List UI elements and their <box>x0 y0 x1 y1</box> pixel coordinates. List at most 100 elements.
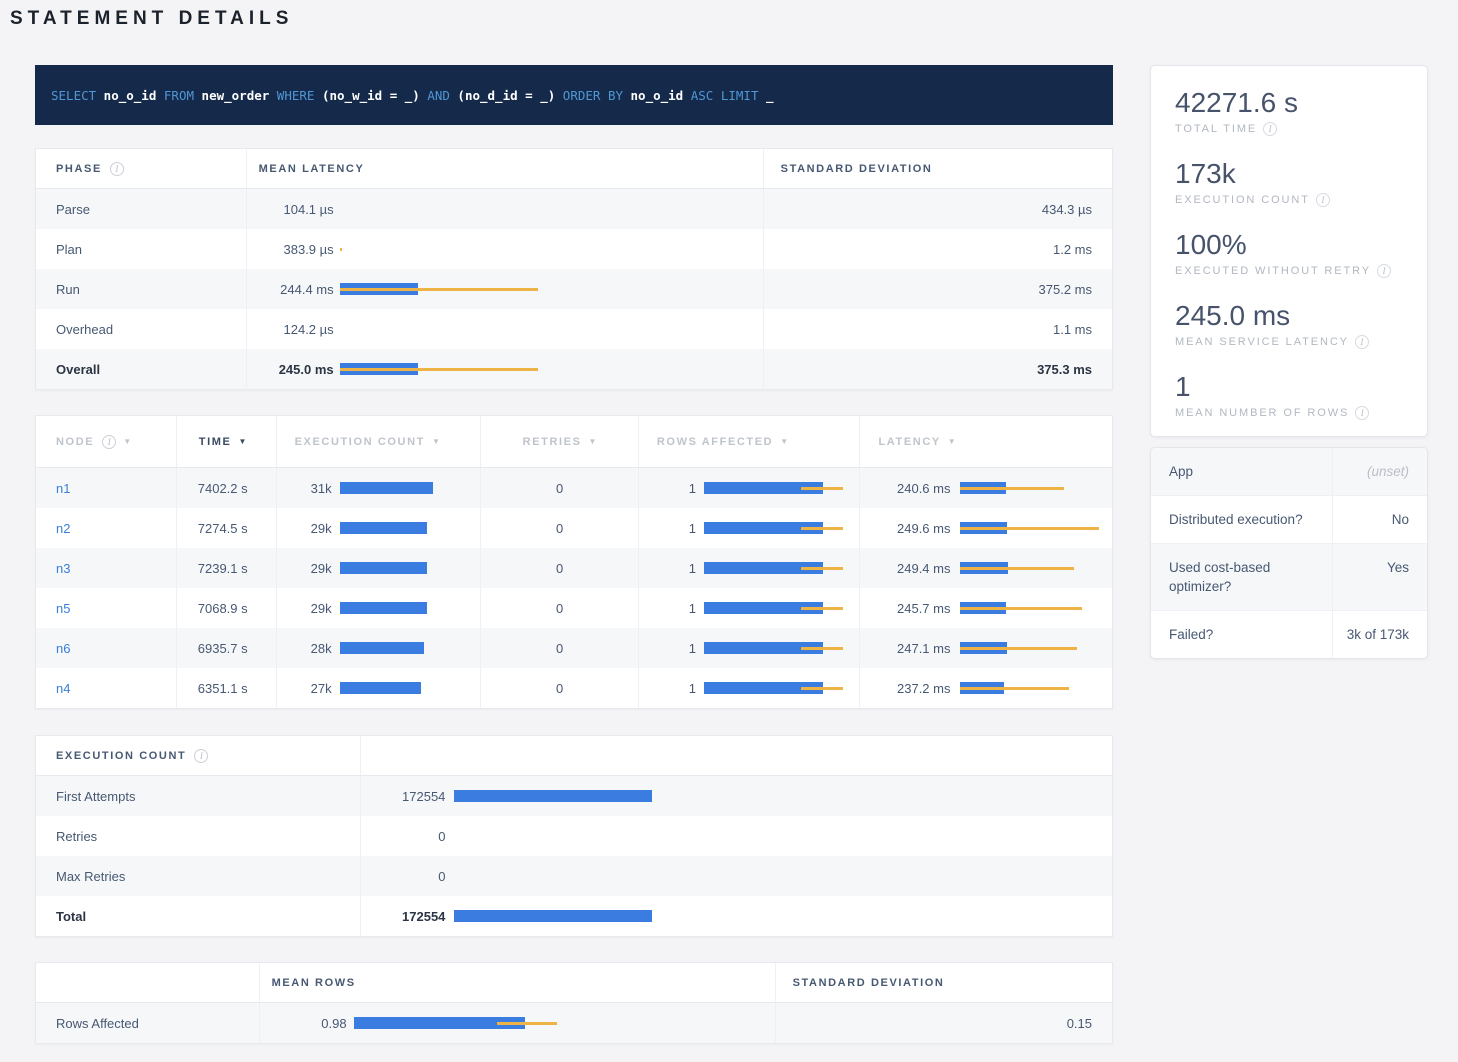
detail-label: Failed? <box>1151 611 1333 658</box>
node-row-n5: n5 7068.9 s 29k 0 1 245.7 ms <box>36 588 1112 628</box>
sort-arrow-icon[interactable]: ▼ <box>431 437 440 446</box>
info-icon[interactable] <box>1315 193 1330 207</box>
sql-identifier: (no_d_id = _) <box>449 87 556 103</box>
info-icon[interactable] <box>1354 335 1369 349</box>
rows-affected-cell: 1 <box>637 548 860 588</box>
sort-arrow-icon[interactable]: ▼ <box>588 437 597 446</box>
retries-column-header[interactable]: RETRIES ▼ <box>480 416 638 467</box>
latency-value: 240.6 ms <box>897 480 951 496</box>
latency-value: 245.7 ms <box>897 600 951 616</box>
sort-arrow-icon[interactable]: ▼ <box>780 437 789 446</box>
exec-count-value: 172554 <box>402 788 446 804</box>
stat-execution-count: 173k EXECUTION COUNT <box>1175 157 1403 207</box>
rows-affected-bar <box>703 682 846 694</box>
node-link[interactable]: n2 <box>56 520 71 536</box>
std-dev-value: 1.2 ms <box>762 229 1112 269</box>
std-dev-value: 375.2 ms <box>762 269 1112 309</box>
detail-label: Used cost-based optimizer? <box>1151 544 1333 610</box>
exec-row-label: Max Retries <box>56 868 126 884</box>
mean-latency-value: 383.9 µs <box>283 241 334 257</box>
node-link[interactable]: n4 <box>56 680 71 696</box>
time-value: 7402.2 s <box>175 468 276 508</box>
execution-count-bar <box>339 642 467 654</box>
latency-cell: 249.6 ms <box>859 508 1112 548</box>
time-column-label: TIME <box>198 435 232 448</box>
rows-affected-column-header[interactable]: ROWS AFFECTED ▼ <box>637 416 860 467</box>
phase-name: Overhead <box>56 321 114 337</box>
time-column-header[interactable]: TIME ▼ <box>175 416 276 467</box>
latency-bar <box>339 243 743 255</box>
execution-count-value: 28k <box>310 640 332 656</box>
exec-count-value: 0 <box>438 828 446 844</box>
info-icon[interactable] <box>109 161 124 176</box>
phase-row-run: Run 244.4 ms 375.2 ms <box>36 269 1112 309</box>
stat-label-text: MEAN SERVICE LATENCY <box>1175 336 1349 348</box>
rows-affected-cell: 1 <box>637 588 860 628</box>
retries-value: 0 <box>480 548 638 588</box>
exec-count-cell: 172554 <box>360 896 1112 936</box>
sort-arrow-icon[interactable]: ▼ <box>238 437 247 446</box>
mean-latency-column-label: MEAN LATENCY <box>258 162 365 175</box>
node-table: NODE ▼ TIME ▼ EXECUTION COUNT ▼ RETRIES … <box>35 415 1113 709</box>
stat-label-text: EXECUTED WITHOUT RETRY <box>1175 265 1372 277</box>
node-column-header[interactable]: NODE ▼ <box>36 416 176 467</box>
phase-table: PHASE MEAN LATENCY STANDARD DEVIATION Pa… <box>35 148 1113 390</box>
exec-count-value: 0 <box>438 868 446 884</box>
node-link[interactable]: n1 <box>56 480 71 496</box>
rows-affected-value: 1 <box>688 640 696 656</box>
sort-arrow-icon[interactable]: ▼ <box>123 437 132 446</box>
latency-value: 249.6 ms <box>897 520 951 536</box>
mean-latency-value: 244.4 ms <box>280 281 334 297</box>
mean-latency-value: 245.0 ms <box>278 361 334 377</box>
execution-count-column-header[interactable]: EXECUTION COUNT ▼ <box>275 416 481 467</box>
mean-latency-cell: 245.0 ms <box>245 349 763 389</box>
sort-arrow-icon[interactable]: ▼ <box>947 437 956 446</box>
stat-label: MEAN SERVICE LATENCY <box>1175 335 1403 349</box>
std-dev-value: 375.3 ms <box>762 349 1112 389</box>
std-dev-value: 0.15 <box>774 1003 1112 1043</box>
time-value: 6935.7 s <box>175 628 276 668</box>
std-dev-column-label: STANDARD DEVIATION <box>780 162 933 175</box>
sql-statement: SELECT no_o_id FROM new_order WHERE (no_… <box>35 65 1113 125</box>
execution-count-value: 29k <box>310 560 332 576</box>
node-link[interactable]: n6 <box>56 640 71 656</box>
phase-column-label: PHASE <box>56 162 102 175</box>
phase-name: Run <box>56 281 80 297</box>
stat-label: TOTAL TIME <box>1175 122 1403 136</box>
exec-count-cell: 0 <box>360 816 1112 856</box>
exec-row-label: First Attempts <box>56 788 136 804</box>
rows-affected-cell: 1 <box>637 508 860 548</box>
mean-rows-cell: 0.98 <box>258 1003 775 1043</box>
detail-label: App <box>1151 448 1333 495</box>
latency-cell: 245.7 ms <box>859 588 1112 628</box>
time-value: 6351.1 s <box>175 668 276 708</box>
execution-count-value: 27k <box>310 680 332 696</box>
info-icon[interactable] <box>194 748 209 763</box>
latency-column-header[interactable]: LATENCY ▼ <box>859 416 1112 467</box>
mean-latency-cell: 244.4 ms <box>245 269 763 309</box>
mean-latency-cell: 104.1 µs <box>245 189 763 229</box>
node-row-n3: n3 7239.1 s 29k 0 1 249.4 ms <box>36 548 1112 588</box>
info-icon[interactable] <box>1355 406 1370 420</box>
retries-value: 0 <box>480 628 638 668</box>
exec-count-bar <box>454 910 1092 922</box>
latency-bar <box>960 562 1098 574</box>
execution-count-cell: 31k <box>275 468 481 508</box>
stat-value: 42271.6 s <box>1175 87 1298 118</box>
latency-bar <box>960 482 1098 494</box>
phase-name: Plan <box>56 241 83 257</box>
node-link[interactable]: n3 <box>56 560 71 576</box>
mean-rows-value: 0.98 <box>321 1015 347 1031</box>
detail-value: (unset) <box>1366 464 1409 479</box>
sql-keyword: WHERE <box>269 87 315 103</box>
info-icon[interactable] <box>102 434 117 449</box>
info-icon[interactable] <box>1263 122 1278 136</box>
exec-count-cell: 172554 <box>360 776 1112 816</box>
sql-keyword: ORDER BY <box>555 87 623 103</box>
execution-count-bar <box>339 522 467 534</box>
retries-value: 0 <box>480 668 638 708</box>
execution-count-cell: 28k <box>275 628 481 668</box>
stat-mean-number-of-rows: 1 MEAN NUMBER OF ROWS <box>1175 370 1403 420</box>
node-link[interactable]: n5 <box>56 600 71 616</box>
info-icon[interactable] <box>1377 264 1392 278</box>
